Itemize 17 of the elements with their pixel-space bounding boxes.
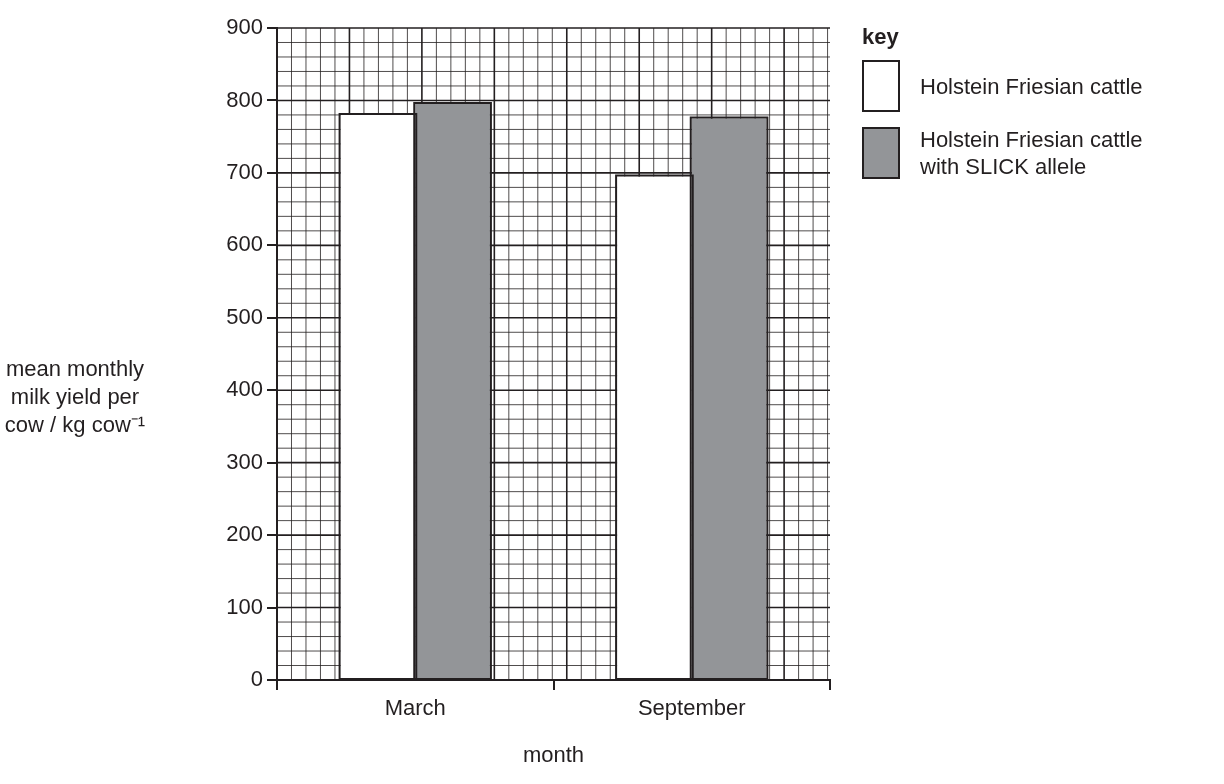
y-tick-label: 0 bbox=[250, 666, 263, 692]
legend-label: Holstein Friesian cattle with SLICK allele bbox=[920, 126, 1144, 180]
y-tick-label: 300 bbox=[226, 448, 263, 474]
legend-label: Holstein Friesian cattle bbox=[920, 72, 1144, 100]
x-tick-label: September bbox=[637, 695, 746, 721]
y-axis-title: mean monthly milk yield per cow / kg cow⁻¹ bbox=[3, 355, 147, 439]
y-tick-label: 500 bbox=[226, 303, 263, 329]
legend-title: key bbox=[862, 24, 900, 50]
y-tick-label: 200 bbox=[226, 521, 263, 547]
y-tick-label: 900 bbox=[226, 14, 263, 40]
y-tick-label: 700 bbox=[226, 158, 263, 184]
x-axis-title: month bbox=[521, 742, 586, 768]
y-tick-label: 800 bbox=[226, 86, 263, 112]
y-tick-label: 100 bbox=[226, 593, 263, 619]
y-tick-label: 600 bbox=[226, 231, 263, 257]
x-tick-label: March bbox=[384, 695, 446, 721]
y-tick-label: 400 bbox=[226, 376, 263, 402]
